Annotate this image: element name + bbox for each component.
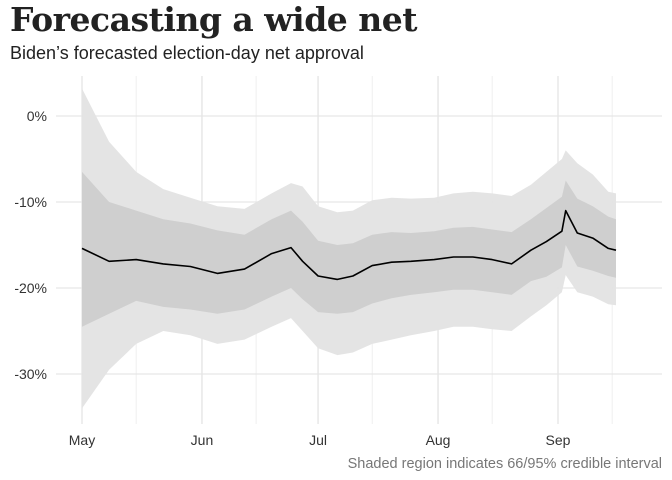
- x-tick-label-sep: Sep: [546, 432, 571, 448]
- y-tick-label-3: -30%: [14, 366, 47, 382]
- chart-caption: Shaded region indicates 66/95% credible …: [348, 456, 662, 472]
- chart-title: Forecasting a wide net: [10, 0, 418, 39]
- y-axis-labels: 0% -10% -20% -30%: [14, 108, 47, 382]
- x-tick-label-may: May: [69, 432, 95, 448]
- x-tick-label-aug: Aug: [426, 432, 451, 448]
- ci66-band: [82, 171, 616, 327]
- x-tick-label-jul: Jul: [309, 432, 327, 448]
- y-tick-label-2: -20%: [14, 280, 47, 296]
- median-line: [81, 209, 617, 281]
- y-tick-label-0: 0%: [27, 108, 47, 124]
- x-tick-label-jun: Jun: [191, 432, 214, 448]
- x-axis-labels: May Jun Jul Aug Sep: [69, 432, 571, 448]
- y-tick-label-1: -10%: [14, 194, 47, 210]
- chart-subtitle: Biden’s forecasted election-day net appr…: [10, 43, 364, 63]
